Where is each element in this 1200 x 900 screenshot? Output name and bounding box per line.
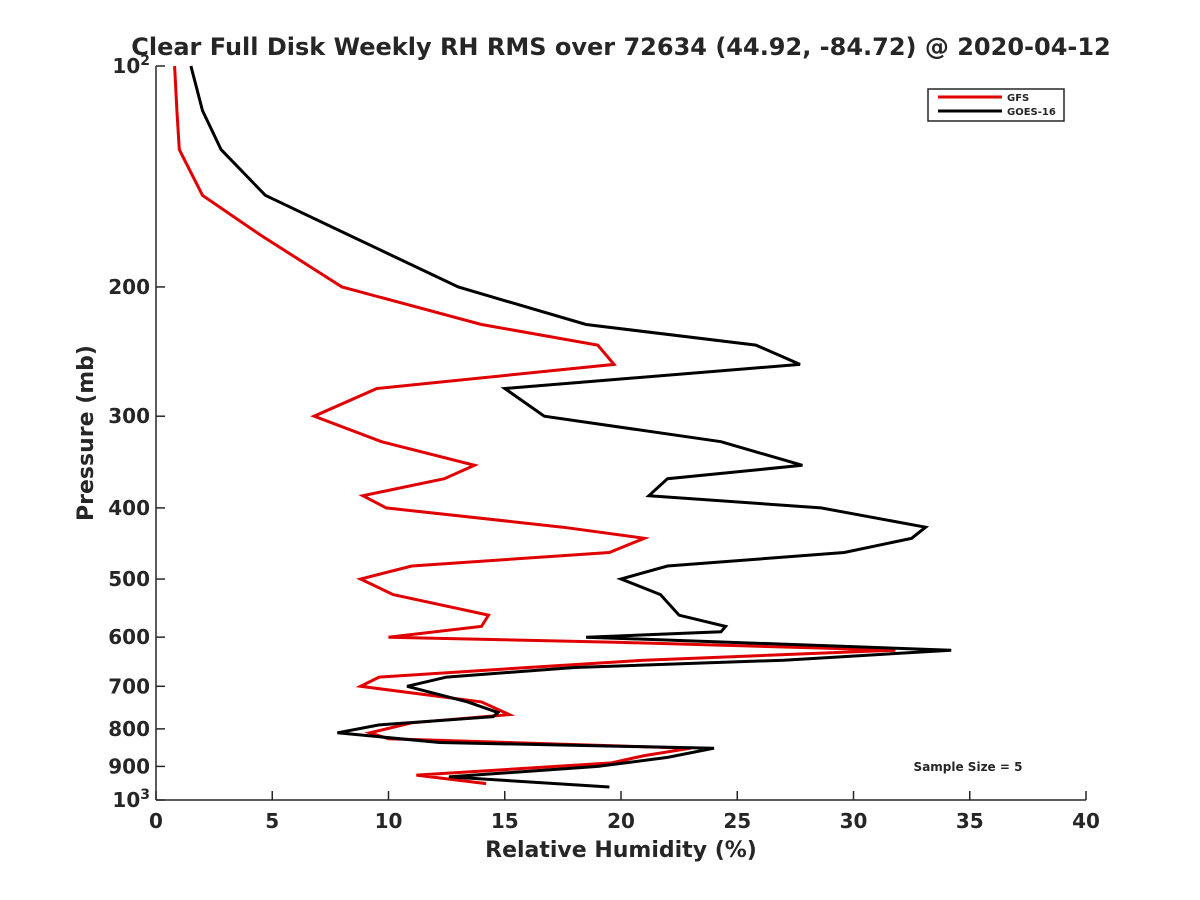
- y-tick-exponent: 3: [140, 787, 150, 803]
- y-axis-label: Pressure (mb): [74, 345, 99, 521]
- plot-area: 0 5 10 15 20 25 30 35 40102200300400500600700800…: [108, 53, 1100, 833]
- series-layer: [173, 65, 952, 789]
- y-tick-exponent: 2: [140, 53, 150, 69]
- y-tick-label: 800: [108, 717, 150, 741]
- y-tick-label: 600: [108, 625, 150, 649]
- legend-entry-label: GFS: [1007, 93, 1029, 104]
- x-tick-label: 20: [607, 809, 635, 833]
- chart-title: Clear Full Disk Weekly RH RMS over 72634…: [131, 33, 1111, 61]
- y-tick-label: 400: [108, 496, 150, 520]
- y-tick-label: 500: [108, 567, 150, 591]
- legend-box: [927, 88, 1065, 122]
- x-tick-label: 10: [375, 809, 403, 833]
- y-tick-label: 700: [108, 674, 150, 698]
- x-tick-label: 35: [956, 809, 984, 833]
- sample-size-annotation: Sample Size = 5: [914, 760, 1023, 774]
- x-tick-label: 0: [149, 809, 163, 833]
- y-tick-label: 900: [108, 754, 150, 778]
- series-line-gfs: [173, 65, 896, 786]
- x-tick-label: 40: [1072, 809, 1100, 833]
- x-tick-label: 15: [491, 809, 519, 833]
- axes-layer: 0 5 10 15 20 25 30 35 40102200300400500600700800…: [108, 53, 1100, 833]
- y-tick-label: 300: [108, 404, 150, 428]
- x-tick-label: 25: [723, 809, 751, 833]
- legend: GFS GOES-16: [927, 88, 1065, 122]
- legend-entry-label: GOES-16: [1007, 107, 1056, 118]
- x-tick-label: 5: [265, 809, 279, 833]
- x-tick-label: 30: [840, 809, 868, 833]
- x-axis-label: Relative Humidity (%): [485, 838, 757, 863]
- y-tick-label: 200: [108, 275, 150, 299]
- series-line-goes-16: [189, 65, 952, 789]
